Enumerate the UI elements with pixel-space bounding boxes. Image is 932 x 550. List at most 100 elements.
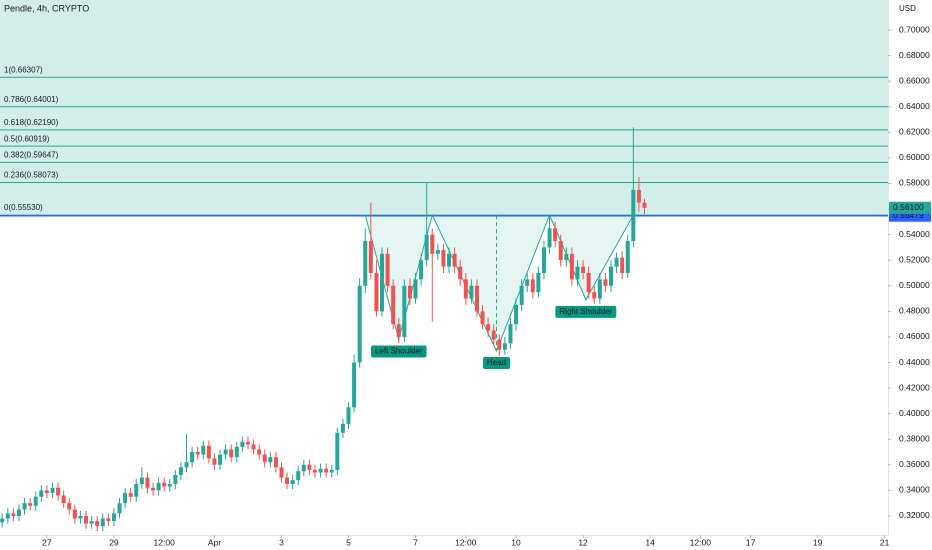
candle-body (502, 343, 507, 350)
y-tick-label: 0.66000 (899, 75, 930, 85)
fib-level-label: 0.382(0.59647) (4, 151, 59, 160)
y-tick-label: 0.54000 (899, 229, 930, 239)
pattern-annotation-box (555, 305, 617, 318)
y-tick-label: 0.62000 (899, 127, 930, 137)
candle-body (72, 509, 77, 519)
candle-body (391, 285, 396, 325)
candle-body (536, 272, 541, 293)
candle-body (603, 279, 608, 286)
candle-body (290, 480, 295, 484)
pattern-annotation-box (370, 345, 427, 358)
x-tick-label: 7 (413, 537, 418, 547)
candle-body (508, 324, 513, 344)
pattern-annotation: Right Shoulder (555, 305, 617, 318)
candle-body (273, 457, 278, 468)
x-tick-label: 5 (346, 537, 351, 547)
candle-body (78, 515, 83, 519)
candle-body (335, 432, 340, 470)
chart-title: Pendle, 4h, CRYPTO (4, 3, 89, 13)
x-tick-label: 29 (109, 537, 119, 547)
candle-body (50, 487, 55, 493)
candle-body (106, 518, 111, 522)
candle-body (218, 454, 223, 465)
pattern-annotation: Left Shoulder (370, 345, 427, 358)
candle-body (447, 253, 452, 267)
candle-body (173, 475, 178, 484)
candle-body (268, 457, 273, 463)
candle-body (402, 285, 407, 337)
candle-body (167, 483, 172, 487)
candle-body (396, 324, 401, 337)
candle-body (229, 449, 234, 458)
candle-body (33, 496, 38, 506)
candle-body (212, 458, 217, 465)
candle-body (569, 253, 574, 280)
candle-body (363, 241, 368, 286)
candle-body (357, 285, 362, 363)
x-tick-label: 3 (279, 537, 284, 547)
candle-body (257, 449, 262, 455)
candle-body (592, 292, 597, 299)
candle-body (223, 449, 228, 455)
candle-body (190, 452, 195, 463)
fib-level-label: 1(0.66307) (4, 65, 43, 74)
y-tick-label: 0.38000 (899, 433, 930, 443)
y-tick-label: 0.70000 (899, 24, 930, 34)
candle-body (340, 423, 345, 433)
price-box-label: 0.55479 (893, 210, 924, 220)
candle-body (162, 482, 167, 487)
fib-level-label: 0(0.55530) (4, 203, 43, 212)
candle-body (44, 490, 49, 493)
candle-body (56, 487, 61, 496)
candle-body (95, 521, 100, 527)
candle-body (16, 509, 21, 516)
pattern-annotation-label: Head (487, 358, 506, 367)
x-tick-label: 14 (645, 537, 655, 547)
y-tick-label: 0.48000 (899, 306, 930, 316)
x-tick-label: 12:00 (455, 537, 477, 547)
x-tick-label: 27 (42, 537, 52, 547)
candle-body (519, 285, 524, 305)
y-tick-label: 0.68000 (899, 50, 930, 60)
candle-body (547, 228, 552, 248)
candle-body (296, 471, 301, 481)
candle-body (134, 483, 139, 497)
x-tick-label: 12:00 (154, 537, 176, 547)
candle-body (11, 513, 16, 516)
x-tick-label: 12 (578, 537, 588, 547)
candle-body (608, 266, 613, 286)
candle-body (279, 467, 284, 478)
y-tick-label: 0.64000 (899, 101, 930, 111)
candle-body (156, 482, 161, 491)
fib-level-label: 0.5(0.60919) (4, 134, 50, 143)
candle-body (285, 477, 290, 484)
candle-body (184, 462, 189, 468)
candle-body (614, 257, 619, 267)
candle-body (307, 464, 312, 470)
candle-body (625, 241, 630, 273)
candle-body (262, 454, 267, 463)
candle-body (452, 253, 457, 267)
fib-level-label: 0.786(0.64001) (4, 95, 59, 104)
candle-body (5, 513, 10, 519)
pattern-annotation-label: Right Shoulder (559, 307, 612, 316)
candle-body (469, 285, 474, 299)
candle-body (100, 518, 105, 527)
candle-body (67, 503, 72, 510)
candle-body (312, 469, 317, 473)
candle-body (642, 202, 647, 208)
candle-body (558, 241, 563, 261)
candle-body (407, 285, 412, 299)
candle-body (117, 503, 122, 514)
candle-body (441, 249, 446, 267)
candle-body (419, 260, 424, 280)
candle-body (329, 469, 334, 473)
candle-body (380, 253, 385, 312)
candle-body (28, 503, 33, 506)
candle-body (251, 444, 256, 450)
y-tick-label: 0.36000 (899, 459, 930, 469)
candle-body (245, 441, 250, 445)
candle-body (178, 467, 183, 476)
